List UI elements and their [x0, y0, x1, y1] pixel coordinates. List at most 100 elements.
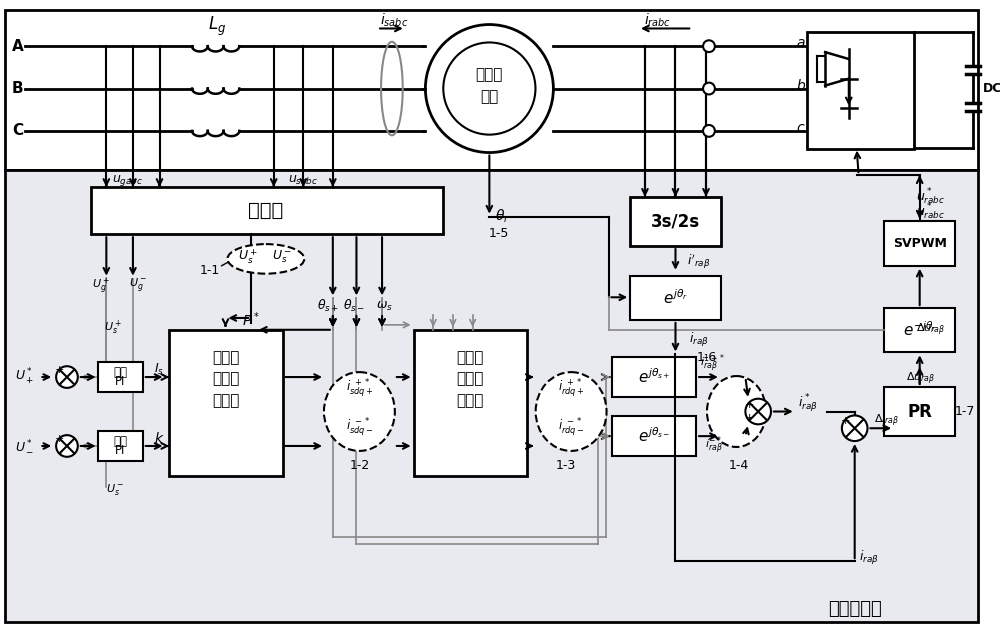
Bar — [91, 187, 443, 234]
Text: C: C — [12, 123, 23, 138]
Text: $\theta_r$: $\theta_r$ — [495, 208, 510, 225]
Text: 流指令: 流指令 — [212, 372, 239, 387]
Bar — [630, 197, 721, 246]
Text: $u_{rabc}^*$: $u_{rabc}^*$ — [916, 186, 945, 207]
Ellipse shape — [536, 372, 607, 451]
Text: 值计算: 值计算 — [456, 393, 483, 408]
Circle shape — [56, 435, 78, 457]
Text: $i'_{ra\beta}$: $i'_{ra\beta}$ — [687, 253, 711, 271]
Text: +: + — [745, 399, 754, 410]
Text: $e^{j\theta_{s-}}$: $e^{j\theta_{s-}}$ — [638, 427, 670, 446]
Text: $U_+^*$: $U_+^*$ — [15, 367, 34, 387]
Bar — [884, 387, 955, 436]
Bar — [5, 9, 978, 170]
Text: $U_s^-$: $U_s^-$ — [272, 248, 292, 265]
Text: 第一: 第一 — [113, 366, 127, 379]
Bar — [98, 431, 143, 461]
Bar — [169, 330, 283, 475]
Text: $e^{j\theta_{s+}}$: $e^{j\theta_{s+}}$ — [638, 368, 670, 386]
Text: $u_{rabc}^*$: $u_{rabc}^*$ — [916, 202, 945, 222]
Text: $\omega_s$: $\omega_s$ — [376, 300, 392, 313]
Text: $P^*$: $P^*$ — [242, 311, 260, 329]
Text: $\theta_{s+}$: $\theta_{s+}$ — [317, 298, 339, 314]
Text: b: b — [796, 78, 805, 93]
Circle shape — [703, 83, 715, 94]
Text: $e^{-j\theta_r}$: $e^{-j\theta_r}$ — [903, 320, 937, 339]
Text: $i_{rdq-}^{\ -*}$: $i_{rdq-}^{\ -*}$ — [558, 417, 584, 439]
Text: 1-2: 1-2 — [349, 459, 370, 472]
Ellipse shape — [324, 372, 395, 451]
Text: 第二: 第二 — [113, 435, 127, 447]
Text: 1-5: 1-5 — [489, 227, 509, 240]
Text: $u_{sabc}$: $u_{sabc}$ — [288, 174, 318, 186]
Circle shape — [443, 42, 535, 135]
Text: SVPWM: SVPWM — [893, 236, 947, 250]
Text: $i_{ra\beta}^*$: $i_{ra\beta}^*$ — [798, 392, 817, 415]
Text: -: - — [57, 448, 61, 458]
Text: $I_s$: $I_s$ — [154, 362, 165, 377]
Text: +: + — [54, 365, 64, 375]
Ellipse shape — [227, 244, 304, 274]
Text: 1-7: 1-7 — [955, 405, 975, 418]
Text: 流指令: 流指令 — [456, 372, 483, 387]
Text: a: a — [796, 36, 805, 51]
Text: $i_{sdq-}^{\ -*}$: $i_{sdq-}^{\ -*}$ — [346, 417, 373, 439]
Text: $i_{rabc}$: $i_{rabc}$ — [644, 12, 671, 29]
Text: $L_g$: $L_g$ — [208, 15, 226, 38]
Bar — [414, 330, 527, 475]
Text: $U_s^+$: $U_s^+$ — [238, 248, 258, 266]
Text: $U_s^-$: $U_s^-$ — [106, 482, 124, 497]
Text: $u_{gabc}$: $u_{gabc}$ — [112, 173, 144, 188]
Bar — [5, 170, 978, 623]
Text: $U_s^+$: $U_s^+$ — [104, 319, 122, 337]
Text: 处理器模块: 处理器模块 — [828, 600, 882, 619]
Text: $i_{sdq+}^{\ +*}$: $i_{sdq+}^{\ +*}$ — [346, 378, 373, 400]
Text: 值计算: 值计算 — [212, 393, 239, 408]
Text: $\Delta u_{ra\beta}$: $\Delta u_{ra\beta}$ — [906, 371, 935, 387]
Text: 3s/2s: 3s/2s — [651, 212, 700, 231]
Text: $i_{ra\beta}$: $i_{ra\beta}$ — [859, 549, 878, 568]
Circle shape — [842, 415, 867, 441]
Text: PR: PR — [907, 403, 932, 420]
Text: B: B — [12, 81, 24, 96]
Text: $\Delta u_{ra\beta}$: $\Delta u_{ra\beta}$ — [916, 322, 945, 338]
Bar — [98, 362, 143, 392]
Text: PI: PI — [115, 444, 125, 458]
Text: $i_{sabc}$: $i_{sabc}$ — [380, 12, 408, 29]
Text: DC: DC — [983, 82, 1000, 95]
Text: 1-4: 1-4 — [728, 459, 749, 472]
Circle shape — [703, 40, 715, 52]
Text: 锁相环: 锁相环 — [248, 201, 283, 220]
Text: c: c — [797, 121, 804, 135]
Text: $U_g^+$: $U_g^+$ — [92, 275, 110, 296]
Bar — [807, 32, 914, 149]
Text: -: - — [57, 379, 61, 389]
Text: 转子电: 转子电 — [456, 350, 483, 365]
Bar — [612, 357, 696, 397]
Text: A: A — [12, 39, 24, 54]
Bar — [630, 276, 721, 320]
Text: $U_-^*$: $U_-^*$ — [15, 438, 34, 454]
Text: +: + — [54, 434, 64, 444]
Text: 1-3: 1-3 — [556, 459, 576, 472]
Text: $U_g^-$: $U_g^-$ — [129, 277, 147, 295]
Text: $i_{ra\beta}^{1+*}$: $i_{ra\beta}^{1+*}$ — [700, 353, 726, 375]
Bar — [612, 416, 696, 456]
Circle shape — [425, 25, 553, 152]
Text: +: + — [745, 413, 754, 423]
Text: 双馈发: 双馈发 — [476, 67, 503, 82]
Text: $\Delta i_{ra\beta}$: $\Delta i_{ra\beta}$ — [874, 412, 899, 428]
Text: $i_{rdq+}^{\ +*}$: $i_{rdq+}^{\ +*}$ — [558, 378, 584, 400]
Ellipse shape — [707, 376, 766, 447]
Text: +: + — [841, 416, 851, 427]
Text: $\theta_{s-}$: $\theta_{s-}$ — [343, 298, 366, 314]
Text: $k$: $k$ — [154, 430, 165, 446]
Circle shape — [703, 125, 715, 137]
Text: -: - — [844, 431, 848, 441]
Circle shape — [745, 399, 771, 424]
Text: $i_{ra\beta}^{-*}$: $i_{ra\beta}^{-*}$ — [705, 435, 723, 457]
Text: 1-6: 1-6 — [697, 351, 717, 364]
Text: 定子电: 定子电 — [212, 350, 239, 365]
Bar — [884, 221, 955, 266]
Text: $i_{ra\beta}$: $i_{ra\beta}$ — [689, 331, 709, 349]
